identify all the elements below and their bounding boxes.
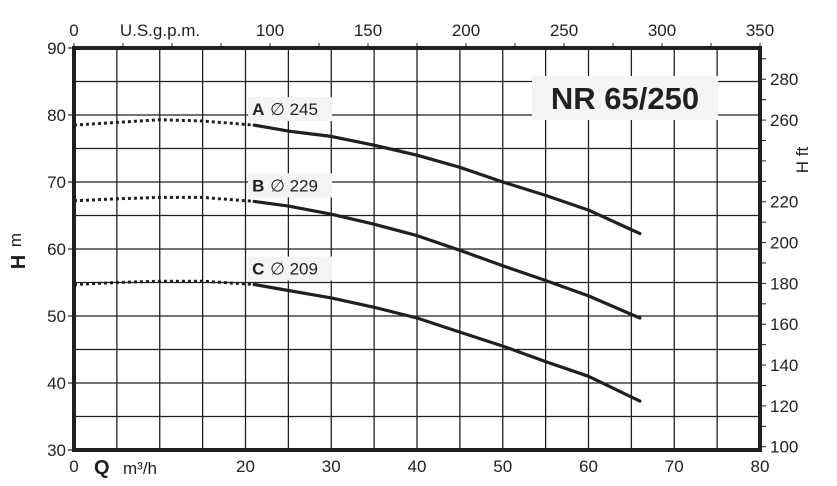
x-tick-label: 80 — [751, 457, 770, 476]
y2-tick-label: 200 — [770, 234, 798, 253]
y-tick-label: 60 — [47, 240, 66, 259]
curve-c-solid — [252, 282, 642, 403]
x-axis-label-unit: m³/h — [123, 459, 157, 478]
curve-letter: A — [252, 100, 264, 119]
x-tick-label: 0 — [69, 457, 78, 476]
x2-axis-label: U.S.g.p.m. — [120, 21, 200, 40]
y2-tick-label: 180 — [770, 274, 798, 293]
y-tick-label: 40 — [47, 374, 66, 393]
y-tick-label: 30 — [47, 441, 66, 460]
y-tick-label: 70 — [47, 173, 66, 192]
curve-label-b: B ∅ 229 — [252, 176, 318, 195]
y2-tick-label: 160 — [770, 315, 798, 334]
x-tick-label: 20 — [236, 457, 255, 476]
y2-axis-title: H ft — [793, 147, 812, 174]
curve-diameter: ∅ 245 — [270, 100, 318, 119]
y-axis-label-h: H — [8, 255, 30, 269]
y2-tick-label: 220 — [770, 193, 798, 212]
curve-c: C ∅ 209 — [73, 260, 642, 403]
curve-letter: C — [252, 260, 264, 279]
y-tick-label: 50 — [47, 307, 66, 326]
model-title: NR 65/250 — [551, 81, 699, 116]
curve-diameter: ∅ 209 — [270, 260, 318, 279]
y2-tick-label: 260 — [770, 111, 798, 130]
model-title-box: NR 65/250 — [532, 76, 718, 120]
x-axis-label-q: Q — [94, 457, 110, 479]
x2-tick-label: 100 — [256, 21, 284, 40]
x2-tick-label: 250 — [550, 21, 578, 40]
x2-tick-label: 200 — [452, 21, 480, 40]
curve-b: B ∅ 229 — [73, 176, 642, 320]
y-tick-label: 80 — [47, 106, 66, 125]
curve-label-bg — [248, 97, 333, 122]
y2-tick-label: 140 — [770, 356, 798, 375]
y2-axis-label: H ft — [793, 147, 812, 174]
curve-b-solid — [252, 199, 642, 320]
y2-tick-label: 280 — [770, 70, 798, 89]
x2-tick-label: 350 — [746, 21, 774, 40]
y2-tick-label: 120 — [770, 397, 798, 416]
x2-tick-label: 300 — [648, 21, 676, 40]
curve-c-dotted — [73, 279, 255, 286]
curve-a-dotted — [73, 118, 255, 127]
curve-letter: B — [252, 176, 264, 195]
x-tick-label: 30 — [322, 457, 341, 476]
curves: A ∅ 245 B ∅ 229 C ∅ 209 — [73, 100, 642, 403]
curve-label-bg — [248, 173, 333, 198]
x2-tick-label: 0 — [69, 21, 78, 40]
curve-diameter: ∅ 229 — [270, 176, 318, 195]
curve-label-backgrounds — [248, 97, 333, 281]
curve-b-dotted — [73, 195, 255, 203]
x2-tick-label: 150 — [354, 21, 382, 40]
y-axis-label-unit: m — [6, 233, 25, 247]
x-tick-label: 50 — [493, 457, 512, 476]
curve-label-bg — [248, 256, 333, 281]
x-axis-title: Q m³/h — [94, 457, 157, 479]
x-tick-label: 60 — [579, 457, 598, 476]
x-tick-label: 40 — [408, 457, 427, 476]
curve-a: A ∅ 245 — [73, 100, 642, 236]
curve-label-a: A ∅ 245 — [252, 100, 318, 119]
x2-axis-title: U.S.g.p.m. — [120, 21, 200, 40]
curve-label-c: C ∅ 209 — [252, 260, 318, 279]
x-tick-label: 70 — [665, 457, 684, 476]
curve-a-solid — [252, 123, 642, 236]
y-axis-title: H m — [6, 233, 30, 269]
y-tick-label: 90 — [47, 39, 66, 58]
y2-tick-label: 100 — [770, 438, 798, 457]
